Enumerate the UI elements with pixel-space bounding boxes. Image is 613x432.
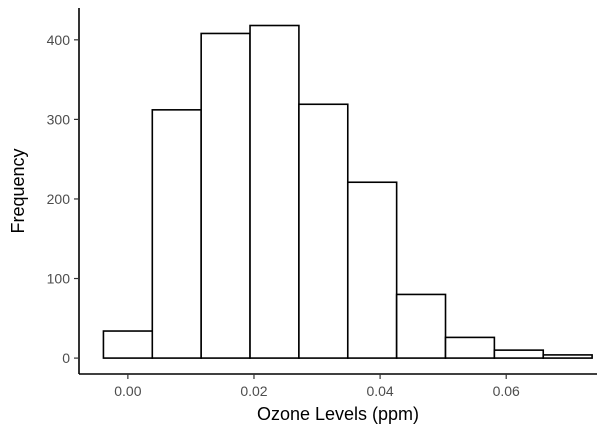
histogram-bar-2 — [200, 32, 251, 359]
histogram-bar-5 — [346, 181, 398, 359]
histogram-bars — [102, 24, 593, 359]
histogram-bar-7 — [444, 336, 496, 359]
x-tick-label: 0.00 — [114, 383, 141, 399]
histogram-bar-9 — [542, 354, 593, 359]
y-tick-label: 400 — [47, 32, 71, 48]
histogram-bar-8 — [493, 349, 545, 359]
y-tick-label: 100 — [47, 271, 71, 287]
y-tick-label: 200 — [47, 191, 71, 207]
y-tick-label: 300 — [47, 111, 71, 127]
y-axis-ticks: 0 100 200 300 400 — [47, 32, 79, 366]
histogram-bar-1 — [151, 109, 202, 359]
x-tick-label: 0.06 — [493, 383, 520, 399]
y-tick-label: 0 — [62, 350, 70, 366]
y-axis-title: Frequency — [8, 148, 28, 233]
x-tick-label: 0.04 — [366, 383, 393, 399]
histogram-bar-6 — [395, 293, 447, 359]
x-axis-title: Ozone Levels (ppm) — [257, 404, 419, 424]
histogram-bar-3 — [249, 24, 300, 359]
histogram-bar-4 — [298, 103, 349, 359]
x-axis-ticks: 0.00 0.02 0.04 0.06 — [114, 374, 520, 399]
x-tick-label: 0.02 — [240, 383, 267, 399]
histogram-bar-0 — [102, 330, 154, 359]
